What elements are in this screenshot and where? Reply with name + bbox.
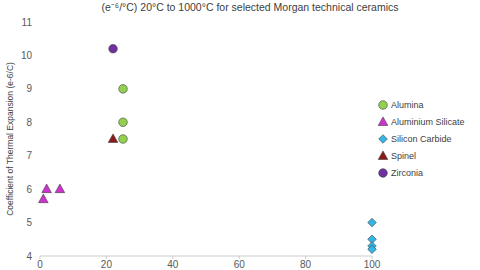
legend-label: Spinel bbox=[391, 151, 416, 161]
y-tick-label: 10 bbox=[21, 50, 33, 61]
title: (e⁻⁶/°C) 20°C to 1000°C for selected Mor… bbox=[102, 1, 399, 13]
point bbox=[119, 85, 128, 94]
legend-marker bbox=[379, 135, 388, 144]
x-tick-label: 40 bbox=[167, 259, 179, 270]
y-tick-label: 5 bbox=[26, 217, 32, 228]
point bbox=[108, 134, 118, 143]
chart: (e⁻⁶/°C) 20°C to 1000°C for selected Mor… bbox=[0, 0, 480, 270]
point bbox=[42, 184, 52, 193]
y-tick-label: 9 bbox=[26, 83, 32, 94]
y-axis-label: Coefficient of Thermal Expansion (e-6/C) bbox=[5, 62, 15, 216]
y-tick-label: 4 bbox=[26, 251, 32, 262]
point bbox=[109, 44, 118, 53]
point bbox=[368, 218, 377, 227]
legend: Alumina Aluminium Silicate Silicon Carbide… bbox=[378, 100, 464, 178]
x-tick-label: 20 bbox=[101, 259, 113, 270]
x-tick-label: 0 bbox=[37, 259, 43, 270]
y-tick-label: 11 bbox=[22, 17, 33, 28]
x-tick-label: 60 bbox=[234, 259, 246, 270]
legend-label: Aluminium Silicate bbox=[391, 117, 465, 127]
legend-label: Alumina bbox=[391, 100, 424, 110]
y-tick-label: 6 bbox=[26, 184, 32, 195]
legend-marker bbox=[379, 101, 388, 110]
x-tick-label: 100 bbox=[364, 259, 381, 270]
point bbox=[368, 245, 377, 254]
x-axis-line bbox=[40, 256, 372, 257]
point bbox=[55, 184, 65, 193]
legend-label: Silicon Carbide bbox=[391, 134, 452, 144]
y-tick-label: 7 bbox=[26, 150, 32, 161]
x-tick-label: 80 bbox=[300, 259, 312, 270]
legend-marker bbox=[379, 169, 388, 178]
point bbox=[119, 135, 128, 144]
point bbox=[39, 194, 49, 203]
legend-marker bbox=[378, 151, 388, 160]
y-tick-label: 8 bbox=[26, 117, 32, 128]
point bbox=[119, 118, 128, 127]
legend-label: Zirconia bbox=[391, 168, 423, 178]
legend-marker bbox=[378, 117, 388, 126]
plot-area bbox=[39, 44, 377, 253]
